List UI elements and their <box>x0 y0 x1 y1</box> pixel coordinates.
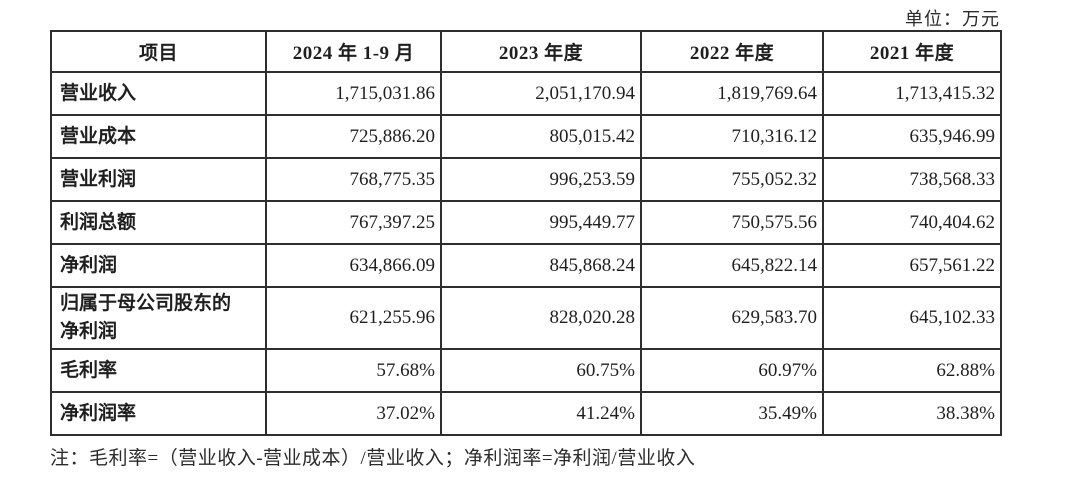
value-cell: 37.02% <box>265 391 442 436</box>
column-header-item: 项目 <box>50 30 267 73</box>
table-row: 毛利率 57.68% 60.75% 60.97% 62.88% <box>50 348 1002 393</box>
value-cell: 657,561.22 <box>822 243 1002 288</box>
financial-table: 项目 2024 年 1-9 月 2023 年度 2022 年度 2021 年度 … <box>50 30 1002 436</box>
unit-label: 单位：万元 <box>905 9 1000 29</box>
footnote: 注：毛利率=（营业收入-营业成本）/营业收入；净利润率=净利润/营业收入 <box>50 448 696 469</box>
value-cell: 38.38% <box>822 391 1002 436</box>
table-header-row: 项目 2024 年 1-9 月 2023 年度 2022 年度 2021 年度 <box>50 30 1002 73</box>
value-cell: 57.68% <box>265 348 442 393</box>
value-cell: 2,051,170.94 <box>440 71 642 116</box>
row-label: 净利润 <box>50 243 267 288</box>
value-cell: 645,822.14 <box>640 243 824 288</box>
value-cell: 767,397.25 <box>265 200 442 245</box>
row-label: 营业收入 <box>50 71 267 116</box>
value-cell: 755,052.32 <box>640 157 824 202</box>
value-cell: 750,575.56 <box>640 200 824 245</box>
table-body: 营业收入 1,715,031.86 2,051,170.94 1,819,769.64… <box>50 71 1002 436</box>
table-row: 营业成本 725,886.20 805,015.42 710,316.12 635,94… <box>50 114 1002 159</box>
value-cell: 1,713,415.32 <box>822 71 1002 116</box>
value-cell: 768,775.35 <box>265 157 442 202</box>
row-label: 营业利润 <box>50 157 267 202</box>
value-cell: 845,868.24 <box>440 243 642 288</box>
value-cell: 725,886.20 <box>265 114 442 159</box>
value-cell: 634,866.09 <box>265 243 442 288</box>
value-cell: 621,255.96 <box>265 286 442 350</box>
table-row: 利润总额 767,397.25 995,449.77 750,575.56 740,40… <box>50 200 1002 245</box>
row-label: 营业成本 <box>50 114 267 159</box>
value-cell: 60.97% <box>640 348 824 393</box>
column-header-2023: 2023 年度 <box>440 30 642 73</box>
value-cell: 1,715,031.86 <box>265 71 442 116</box>
value-cell: 805,015.42 <box>440 114 642 159</box>
column-header-2022: 2022 年度 <box>640 30 824 73</box>
value-cell: 740,404.62 <box>822 200 1002 245</box>
value-cell: 35.49% <box>640 391 824 436</box>
row-label: 毛利率 <box>50 348 267 393</box>
value-cell: 995,449.77 <box>440 200 642 245</box>
row-label: 归属于母公司股东的 净利润 <box>50 286 267 350</box>
value-cell: 635,946.99 <box>822 114 1002 159</box>
table-row: 归属于母公司股东的 净利润 621,255.96 828,020.28 629,583… <box>50 286 1002 350</box>
value-cell: 62.88% <box>822 348 1002 393</box>
value-cell: 41.24% <box>440 391 642 436</box>
table-row: 营业利润 768,775.35 996,253.59 755,052.32 738,56… <box>50 157 1002 202</box>
value-cell: 60.75% <box>440 348 642 393</box>
row-label: 利润总额 <box>50 200 267 245</box>
table-row: 营业收入 1,715,031.86 2,051,170.94 1,819,769.64… <box>50 71 1002 116</box>
table-row: 净利润率 37.02% 41.24% 35.49% 38.38% <box>50 391 1002 436</box>
value-cell: 738,568.33 <box>822 157 1002 202</box>
value-cell: 645,102.33 <box>822 286 1002 350</box>
column-header-2024: 2024 年 1-9 月 <box>265 30 442 73</box>
row-label: 净利润率 <box>50 391 267 436</box>
value-cell: 1,819,769.64 <box>640 71 824 116</box>
value-cell: 996,253.59 <box>440 157 642 202</box>
column-header-2021: 2021 年度 <box>822 30 1002 73</box>
table-row: 净利润 634,866.09 845,868.24 645,822.14 657,561… <box>50 243 1002 288</box>
value-cell: 828,020.28 <box>440 286 642 350</box>
value-cell: 629,583.70 <box>640 286 824 350</box>
value-cell: 710,316.12 <box>640 114 824 159</box>
